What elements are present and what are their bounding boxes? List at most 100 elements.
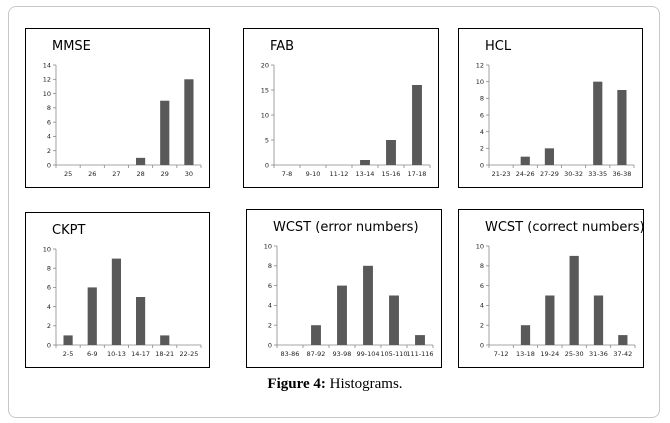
chart-title: HCL [485,39,512,54]
y-tick-label: 10 [476,242,484,250]
bar [593,295,604,345]
x-tick-label: 10-13 [107,350,126,358]
y-tick-label: 10 [261,111,269,119]
histogram-wcst-error: WCST (error numbers) 0 2 4 6 8 10 83-86 87-92 93… [246,209,442,368]
x-tick-label: 99-104 [356,350,379,358]
histogram-wcst-correct: WCST (correct numbers) 0 2 4 6 8 10 7-12 13-18 1… [458,209,645,368]
histogram-mmse: MMSE 0 2 4 6 8 10 12 14 25 26 27 28 29 30 [25,28,210,188]
x-tick-label: 36-38 [612,170,631,178]
y-tick-label: 15 [261,86,269,94]
y-tick-label: 6 [480,282,484,290]
bar [569,255,579,345]
bar [63,335,73,345]
caption-label: Figure 4: [267,376,326,392]
x-tick-label: 24-26 [516,170,535,178]
bar [389,295,399,345]
x-tick-label: 17-18 [408,170,427,178]
y-tick-label: 2 [480,145,484,153]
caption-text: Histograms. [325,376,403,392]
chart-plot: 0 2 4 6 8 10 12 21-23 24-26 27-29 30-32 33-35 36-38 [476,61,635,178]
x-tick-label: 28 [136,170,144,178]
chart-title: WCST (error numbers) [273,220,419,235]
y-tick-label: 2 [480,322,484,330]
bar [360,160,370,165]
bar [135,157,146,165]
x-tick-label: 19-24 [540,350,559,358]
y-tick-label: 12 [43,76,51,84]
chart-plot: 0 2 4 6 8 10 7-12 13-18 19-24 25-30 31-36 37-42 [476,242,636,358]
bar [184,79,194,165]
x-tick-label: 93-98 [333,350,352,358]
chart-plot: 0 2 4 6 8 10 83-86 87-92 93-98 99-104 105-110111-1… [264,242,434,358]
x-tick-label: 27-29 [540,170,559,178]
x-tick-label: 30-32 [564,170,583,178]
x-tick-label: 22-25 [179,350,198,358]
bar [593,81,603,165]
bar [618,335,628,345]
bar [337,285,347,345]
chart-title: CKPT [52,223,86,238]
x-tick-label: 13-18 [516,350,535,358]
y-tick-label: 4 [47,303,51,311]
figure-caption: Figure 4: Histograms. [0,376,670,393]
chart-plot: 0 5 10 15 20 7-8 9-10 11-12 13-14 15-16 17-18 [261,61,431,178]
y-tick-label: 0 [47,161,51,169]
x-tick-label: 27 [112,170,120,178]
x-tick-label: 33-35 [588,170,607,178]
x-tick-label: 111-116 [406,350,433,358]
x-tick-label: 2-5 [63,350,74,358]
y-tick-label: 12 [476,61,484,69]
x-tick-label: 37-42 [613,350,632,358]
chart-title: FAB [270,39,295,54]
x-tick-label: 15-16 [382,170,401,178]
x-tick-label: 13-14 [356,170,375,178]
x-tick-label: 18-21 [155,350,174,358]
y-tick-label: 8 [47,104,51,112]
y-tick-label: 2 [47,147,51,155]
x-tick-label: 11-12 [330,170,349,178]
y-tick-label: 6 [268,282,272,290]
histogram-fab: FAB 0 5 10 15 20 7-8 9-10 11-12 13-14 15-16 17-18 [243,28,439,188]
y-tick-label: 4 [47,133,51,141]
y-tick-label: 8 [480,262,484,270]
y-tick-label: 5 [265,136,269,144]
histogram-hcl: HCL 0 2 4 6 8 10 12 21-23 24-26 27-29 30-32 33-35 36… [458,28,643,188]
x-tick-label: 29 [161,170,169,178]
y-tick-label: 8 [480,95,484,103]
bar [617,90,627,165]
chart-title: WCST (correct numbers) [485,220,645,235]
x-tick-label: 25-30 [565,350,584,358]
bar [311,325,321,345]
x-tick-label: 6-9 [87,350,98,358]
y-tick-label: 6 [47,118,51,126]
y-tick-label: 10 [264,242,272,250]
y-tick-label: 4 [268,302,272,310]
y-tick-label: 0 [480,161,484,169]
bar [544,148,555,165]
bar [412,85,422,165]
y-tick-label: 14 [43,61,51,69]
chart-title: MMSE [52,39,91,54]
bar [363,265,373,345]
bar [520,156,530,165]
bar [87,287,97,345]
figure-frame [8,6,660,418]
x-tick-label: 83-86 [281,350,300,358]
x-tick-label: 105-110 [380,350,407,358]
bar [520,325,531,345]
y-tick-label: 0 [268,341,272,349]
x-tick-label: 9-10 [306,170,321,178]
bar [415,335,425,345]
x-tick-label: 31-36 [589,350,608,358]
bar [160,335,170,345]
y-tick-label: 20 [261,61,269,69]
y-tick-label: 6 [47,284,51,292]
x-tick-label: 7-12 [494,350,509,358]
histogram-ckpt: CKPT 0 2 4 6 8 10 2-5 6-9 10-13 14-17 18-21 22-25 [25,212,210,368]
bar [386,140,396,165]
y-tick-label: 10 [476,78,484,86]
x-tick-label: 30 [185,170,193,178]
y-tick-label: 0 [265,161,269,169]
y-tick-label: 10 [43,245,51,253]
x-tick-label: 14-17 [131,350,150,358]
